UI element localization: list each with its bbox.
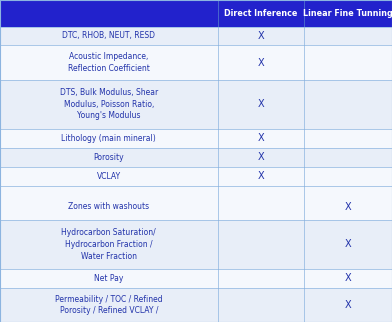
Bar xyxy=(0,220,392,269)
Text: X: X xyxy=(258,31,264,41)
Text: X: X xyxy=(258,152,264,162)
Text: X: X xyxy=(258,58,264,68)
Text: X: X xyxy=(345,273,351,283)
Text: VCLAY: VCLAY xyxy=(97,172,121,181)
Text: X: X xyxy=(345,239,351,249)
Text: Permeability / TOC / Refined
Porosity / Refined VCLAY /: Permeability / TOC / Refined Porosity / … xyxy=(55,295,163,315)
Text: Zones with washouts: Zones with washouts xyxy=(68,202,149,211)
Text: Porosity: Porosity xyxy=(93,153,124,162)
Text: Linear Fine Tunning: Linear Fine Tunning xyxy=(303,9,392,18)
Text: Direct Inference: Direct Inference xyxy=(224,9,298,18)
Bar xyxy=(0,148,392,167)
Bar xyxy=(0,45,392,80)
Bar xyxy=(0,185,392,220)
Text: X: X xyxy=(258,99,264,109)
Text: Lithology (main mineral): Lithology (main mineral) xyxy=(62,134,156,143)
Bar xyxy=(0,167,392,185)
Bar xyxy=(0,288,392,322)
Text: X: X xyxy=(345,300,351,310)
Text: DTC, RHOB, NEUT, RESD: DTC, RHOB, NEUT, RESD xyxy=(62,32,155,41)
Bar xyxy=(0,269,392,288)
Text: X: X xyxy=(258,133,264,143)
Text: Net Pay: Net Pay xyxy=(94,274,123,283)
Text: Acoustic Impedance,
Reflection Coefficient: Acoustic Impedance, Reflection Coefficie… xyxy=(68,52,150,73)
Bar xyxy=(0,26,392,45)
Bar xyxy=(0,0,392,26)
Text: DTS, Bulk Modulus, Shear
Modulus, Poisson Ratio,
Young's Modulus: DTS, Bulk Modulus, Shear Modulus, Poisso… xyxy=(60,88,158,120)
Bar xyxy=(0,80,392,129)
Bar xyxy=(0,129,392,148)
Text: X: X xyxy=(345,202,351,212)
Text: Hydrocarbon Saturation/
Hydrocarbon Fraction /
Water Fraction: Hydrocarbon Saturation/ Hydrocarbon Frac… xyxy=(62,228,156,260)
Text: X: X xyxy=(258,171,264,181)
